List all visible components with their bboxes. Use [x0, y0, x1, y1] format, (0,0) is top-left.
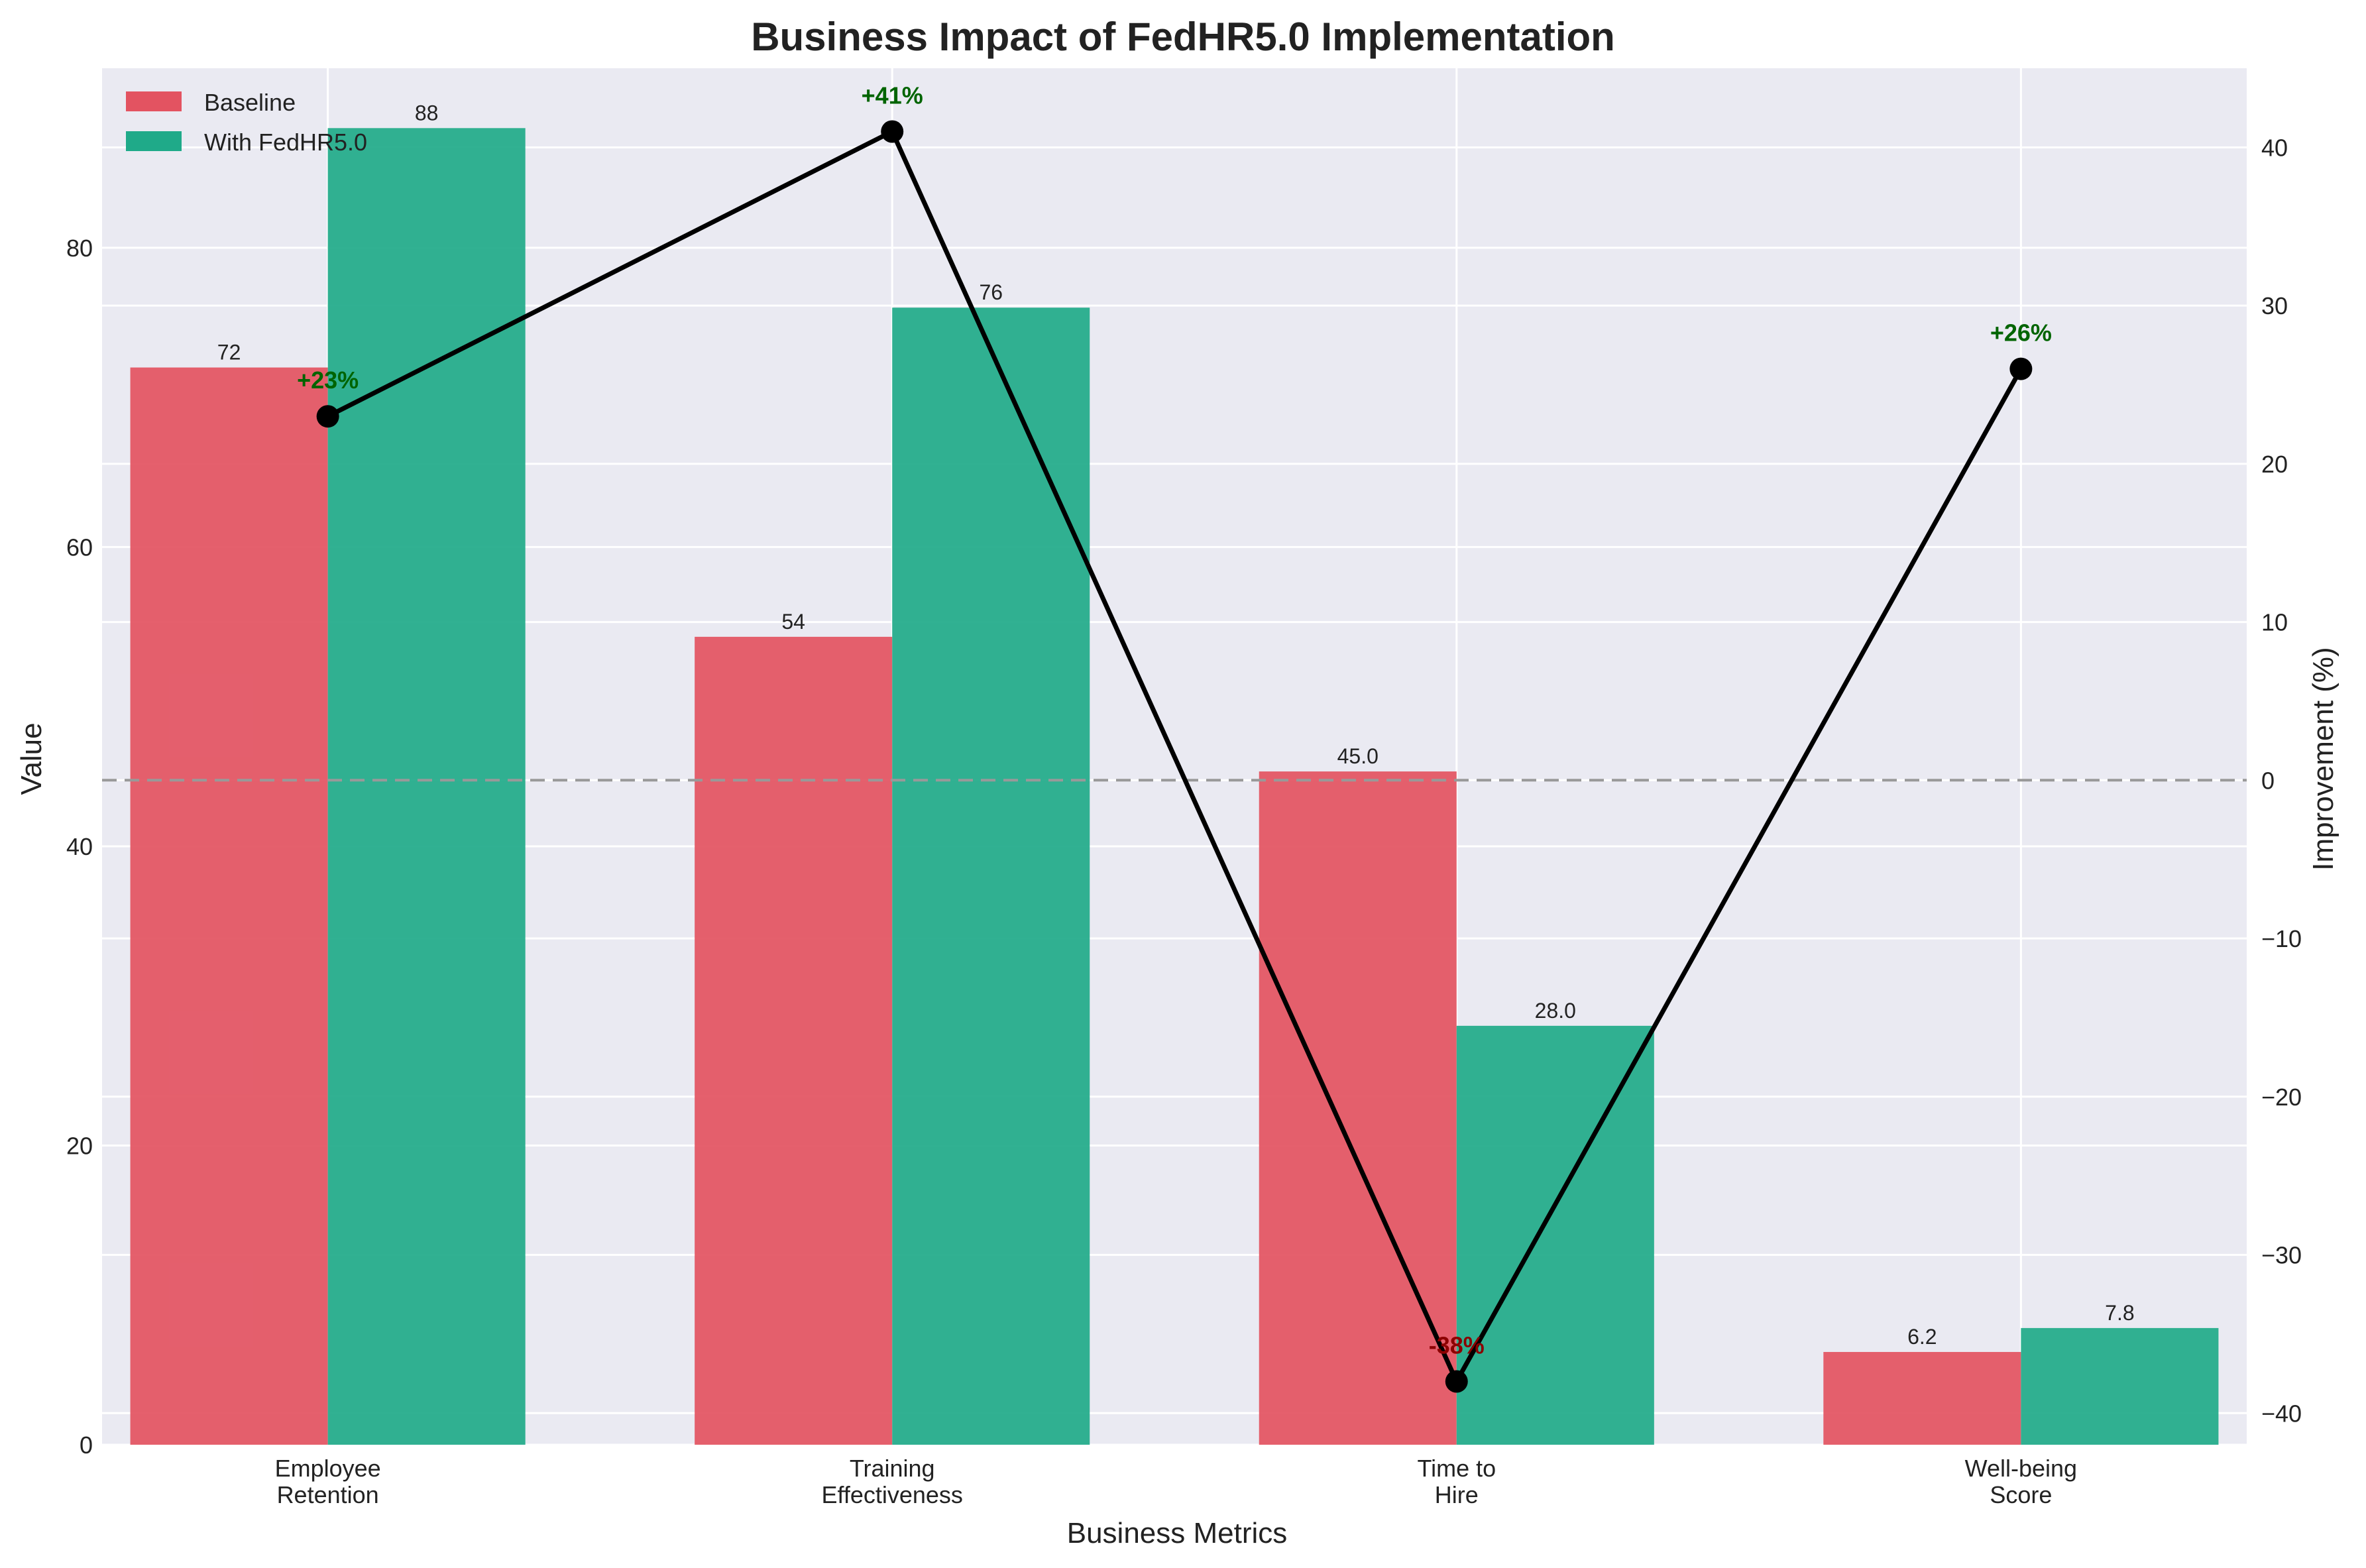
- y2-tick-label: 20: [2261, 451, 2288, 478]
- bar-fedhr: [2021, 1327, 2219, 1445]
- improvement-label: +23%: [297, 366, 359, 394]
- bar-value-label: 7.8: [2105, 1301, 2134, 1325]
- bar-baseline: [130, 367, 328, 1445]
- bar-value-labels: 72 54 45.0 6.2 88 76 28.0 7.8: [217, 101, 2135, 1349]
- x-axis-label: Business Metrics: [1067, 1517, 1288, 1549]
- bar-value-label: 45.0: [1337, 744, 1379, 768]
- y2-tick-label: 40: [2261, 134, 2288, 161]
- improvement-label: +26%: [1990, 319, 2052, 347]
- x-tick-label: Well-being Score: [1965, 1455, 2077, 1508]
- y-tick-label: 40: [66, 833, 93, 860]
- bar-value-label: 88: [415, 101, 439, 125]
- y-tick-label: 60: [66, 533, 93, 561]
- x-axis-ticks: Employee Retention Training Effectiveness Ti…: [275, 1455, 2077, 1508]
- improvement-line: [316, 120, 2033, 1393]
- x-tick-label: Training Effectiveness: [821, 1455, 962, 1508]
- legend-swatch-baseline: [126, 91, 182, 111]
- y2-tick-label: −20: [2261, 1084, 2302, 1111]
- improvement-series-line: [327, 129, 2023, 1384]
- bar-fedhr: [1456, 1025, 1654, 1445]
- improvement-point: [1445, 1370, 1468, 1393]
- bar-baseline: [695, 636, 893, 1445]
- improvement-point: [2009, 357, 2033, 380]
- bar-value-label: 76: [979, 280, 1003, 304]
- improvement-label: +41%: [862, 82, 923, 109]
- y-axis-label: Value: [15, 722, 48, 795]
- y2-tick-label: 0: [2261, 767, 2275, 794]
- y2-tick-label: −30: [2261, 1242, 2302, 1269]
- chart-title: Business Impact of FedHR5.0 Implementati…: [751, 15, 1615, 59]
- improvement-label: -38%: [1429, 1332, 1485, 1359]
- bar-fedhr: [892, 308, 1090, 1445]
- bar-baseline: [1823, 1352, 2021, 1445]
- y-tick-label: 80: [66, 235, 93, 262]
- y-tick-label: 0: [80, 1431, 93, 1459]
- y2-tick-label: −10: [2261, 925, 2302, 952]
- y-axis-ticks: 0 20 40 60 80: [66, 235, 93, 1459]
- y2-tick-label: 30: [2261, 292, 2288, 319]
- bar-value-label: 6.2: [1907, 1325, 1937, 1349]
- bar-baseline: [1259, 771, 1457, 1445]
- bars: [130, 128, 2219, 1445]
- improvement-point: [316, 405, 339, 428]
- y-tick-label: 20: [66, 1132, 93, 1159]
- x-tick-label: Time to Hire: [1417, 1455, 1496, 1508]
- improvement-point: [881, 120, 904, 143]
- legend-label-fedhr: With FedHR5.0: [204, 129, 367, 156]
- legend-swatch-fedhr: [126, 131, 182, 151]
- y2-axis-ticks: −40 −30 −20 −10 0 10 20 30 40: [2261, 134, 2302, 1427]
- bar-fedhr: [327, 128, 526, 1445]
- legend-label-baseline: Baseline: [204, 89, 296, 116]
- bar-value-label: 54: [781, 610, 805, 634]
- y2-axis-label: Improvement (%): [2307, 647, 2339, 870]
- improvement-labels: +23% +41% -38% +26%: [297, 82, 2052, 1359]
- x-tick-label: Employee Retention: [275, 1455, 381, 1508]
- bar-value-label: 72: [217, 341, 241, 364]
- y2-tick-label: −40: [2261, 1400, 2302, 1427]
- bar-value-label: 28.0: [1535, 999, 1576, 1023]
- legend: Baseline With FedHR5.0: [126, 89, 367, 156]
- y2-tick-label: 10: [2261, 609, 2288, 636]
